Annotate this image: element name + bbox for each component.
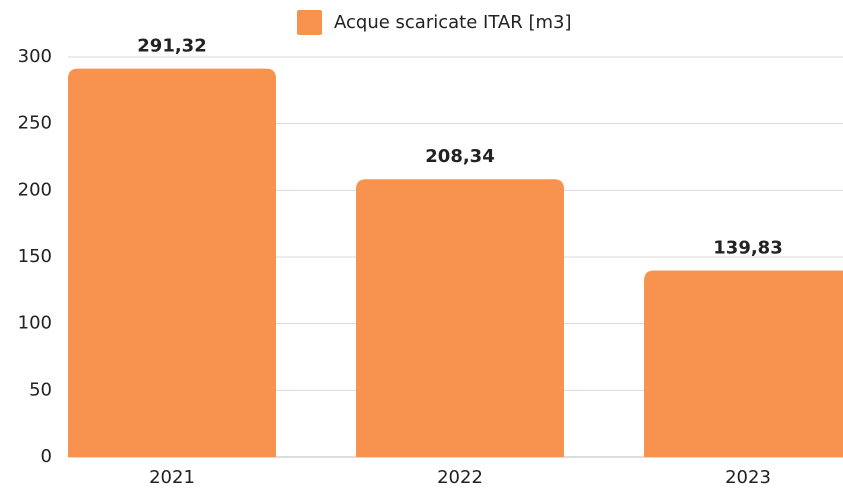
legend-swatch [297, 10, 322, 35]
x-tick-label: 2023 [725, 467, 771, 488]
bar [356, 179, 564, 458]
x-tick-label: 2022 [437, 467, 483, 488]
x-tick-label: 2021 [149, 467, 195, 488]
y-tick-label: 0 [41, 446, 52, 467]
value-label: 208,34 [425, 146, 494, 167]
bar [68, 68, 276, 457]
y-tick-label: 250 [18, 113, 52, 134]
y-tick-label: 50 [29, 379, 52, 400]
bar [644, 270, 843, 457]
legend-label: Acque scaricate ITAR [m3] [334, 12, 572, 33]
y-tick-label: 300 [18, 46, 52, 67]
y-tick-label: 100 [18, 313, 52, 334]
y-tick-label: 150 [18, 246, 52, 267]
y-tick-label: 200 [18, 179, 52, 200]
value-label: 139,83 [713, 238, 782, 259]
value-label: 291,32 [137, 36, 206, 57]
